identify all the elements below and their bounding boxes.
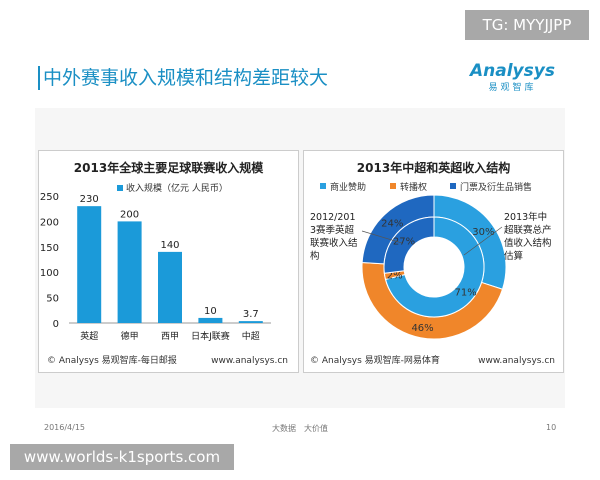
bar-chart-title: 2013年全球主要足球联赛收入规模 bbox=[73, 161, 264, 175]
donut-chart-title: 2013年中超和英超收入结构 bbox=[356, 161, 511, 175]
data-label: 200 bbox=[120, 209, 139, 220]
x-tick-label: 英超 bbox=[80, 330, 98, 342]
legend-label: 转播权 bbox=[400, 181, 427, 193]
logo-name: Analysys bbox=[470, 61, 555, 81]
bar-source: © Analysys 易观智库-每日邮报 bbox=[47, 356, 177, 366]
data-label: 10 bbox=[204, 306, 217, 317]
bar bbox=[198, 317, 223, 323]
inner-ring-label: 27% bbox=[393, 237, 415, 248]
logo-sub: 易观智库 bbox=[488, 83, 537, 93]
footer-page: 10 bbox=[546, 423, 557, 432]
donut-url: www.analysys.cn bbox=[478, 356, 555, 366]
outer-ring-label: 30% bbox=[472, 227, 494, 238]
x-tick-label: 德甲 bbox=[121, 330, 139, 342]
x-tick-label: 日本J联赛 bbox=[191, 330, 230, 342]
footer-slogan: 大数据 大价值 bbox=[272, 424, 328, 433]
tg-watermark: TG: MYYJJPP bbox=[465, 10, 589, 40]
legend-label: 门票及衍生品销售 bbox=[460, 181, 532, 193]
legend-swatch bbox=[390, 183, 396, 189]
inner-ring-slice bbox=[384, 216, 485, 318]
legend-swatch bbox=[320, 183, 326, 189]
inner-ring-annotation: 2013年中超联赛总产值收入结构估算 bbox=[504, 212, 552, 262]
outer-ring-annotation: 2012/2013赛季英超联赛收入结构 bbox=[310, 212, 358, 262]
donut-chart-panel: 2013年中超和英超收入结构 商业赞助 转播权 门票及衍生品销售 30% 46% 24% 7… bbox=[303, 150, 564, 373]
annotation-leader bbox=[463, 226, 503, 256]
bar-chart: 收入规模（亿元 人民币） 0 50 100 150 200 250 230 英超 200 德甲 14… bbox=[40, 182, 271, 342]
donut-source: © Analysys 易观智库-网易体育 bbox=[310, 356, 440, 366]
inner-ring-label: 71% bbox=[454, 288, 476, 299]
y-tick-label: 0 bbox=[53, 319, 59, 330]
y-tick-label: 250 bbox=[40, 192, 59, 203]
donut-chart: 商业赞助 转播权 门票及衍生品销售 30% 46% 24% 71% 2% 27% bbox=[320, 181, 532, 340]
bar bbox=[158, 251, 182, 323]
legend-swatch bbox=[450, 183, 456, 189]
bar-url: www.analysys.cn bbox=[211, 356, 288, 366]
legend-swatch bbox=[117, 185, 123, 191]
y-tick-label: 50 bbox=[46, 294, 59, 305]
y-tick-label: 200 bbox=[40, 217, 59, 228]
bar bbox=[77, 206, 102, 323]
outer-ring-label: 46% bbox=[411, 323, 433, 334]
inner-ring-label: 2% bbox=[387, 270, 403, 281]
legend-label: 收入规模（亿元 人民币） bbox=[126, 182, 228, 194]
outer-ring-label: 24% bbox=[381, 219, 403, 230]
x-tick-label: 西甲 bbox=[161, 331, 179, 342]
footer-date: 2016/4/15 bbox=[44, 423, 86, 432]
y-tick-label: 150 bbox=[40, 243, 59, 254]
annotation-leader bbox=[361, 230, 403, 244]
inner-ring-slice bbox=[383, 216, 435, 274]
bar-chart-panel: 2013年全球主要足球联赛收入规模 收入规模（亿元 人民币） 0 50 100 150… bbox=[38, 150, 299, 373]
y-tick-label: 100 bbox=[40, 268, 59, 279]
bar bbox=[117, 221, 142, 323]
x-tick-label: 中超 bbox=[242, 330, 260, 342]
bar bbox=[238, 321, 263, 323]
site-watermark: www.worlds-k1sports.com bbox=[10, 444, 234, 470]
data-label: 3.7 bbox=[243, 309, 259, 320]
data-label: 140 bbox=[160, 240, 179, 251]
legend-label: 商业赞助 bbox=[330, 181, 366, 193]
data-label: 230 bbox=[80, 194, 99, 205]
page-title: 中外赛事收入规模和结构差距较大 bbox=[38, 66, 328, 90]
analysys-logo: Analysys 易观智库 bbox=[470, 62, 555, 93]
